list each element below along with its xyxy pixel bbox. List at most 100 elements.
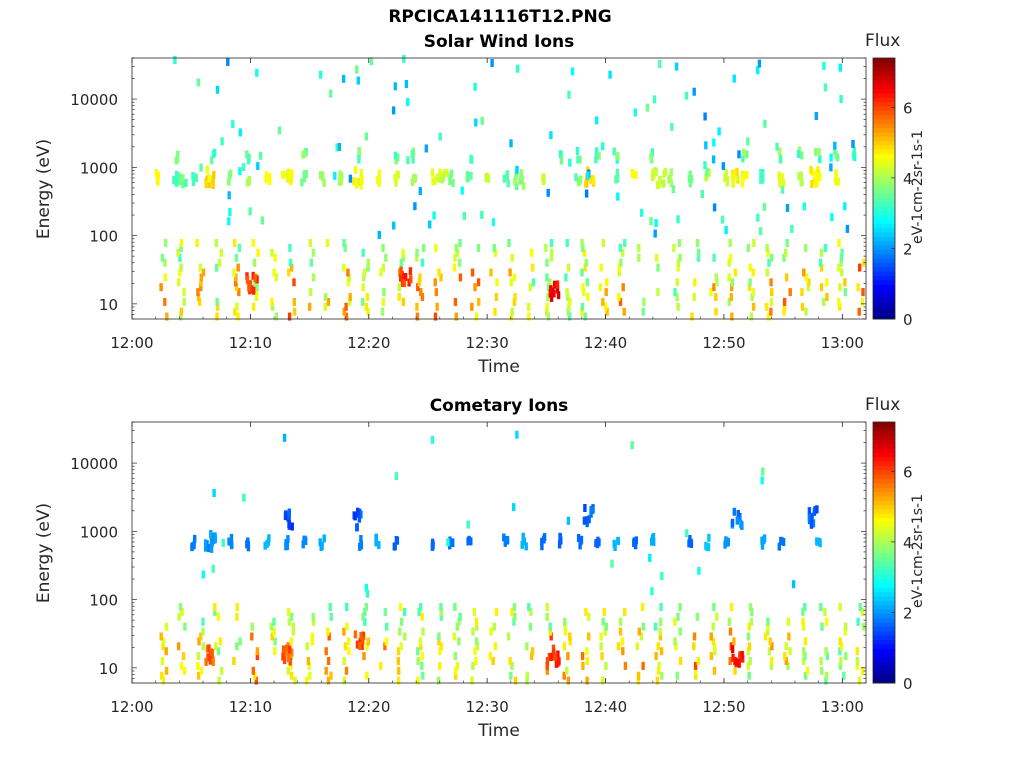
y-tick-label: 1000 <box>80 523 118 541</box>
data-cell <box>416 647 420 656</box>
data-cell <box>599 642 603 651</box>
data-cell <box>548 278 552 287</box>
data-cell <box>232 268 236 277</box>
data-cell <box>740 650 744 659</box>
data-cell <box>289 612 294 621</box>
data-cell <box>601 676 605 685</box>
data-cell <box>819 603 823 611</box>
data-cell <box>761 175 765 184</box>
data-cell <box>549 131 553 140</box>
data-cell <box>337 143 341 151</box>
data-cell <box>178 177 182 186</box>
cometary-panel: 12:00 12:10 12:20 12:30 12:40 12:50 13:00 10 100… <box>70 421 913 716</box>
colorbar-segment <box>873 669 895 675</box>
data-cell <box>342 627 346 636</box>
data-cell <box>594 147 599 156</box>
data-cell <box>595 540 600 549</box>
data-cell <box>595 116 599 125</box>
colorbar-tick-label: 0 <box>903 311 913 329</box>
data-cell <box>359 632 363 641</box>
colorbar-segment <box>873 314 895 320</box>
data-cell <box>563 627 568 636</box>
data-cell <box>439 603 443 611</box>
figure-title: RPCICA141116T12.PNG <box>388 7 612 27</box>
data-cell <box>580 239 584 247</box>
data-cell <box>196 293 201 301</box>
colorbar-segment <box>873 205 895 211</box>
data-cell <box>747 622 751 631</box>
data-cell <box>551 287 555 296</box>
data-cell <box>205 165 210 174</box>
data-cell <box>308 671 312 680</box>
data-cell <box>748 263 752 272</box>
y-tick-label: 100 <box>89 228 118 246</box>
data-cell <box>512 503 516 512</box>
data-cell <box>403 273 408 281</box>
data-cell <box>159 632 163 641</box>
data-cell <box>800 302 805 311</box>
data-cell <box>812 176 816 185</box>
colorbar-segment <box>873 596 895 601</box>
colorbar-segment <box>873 513 895 519</box>
data-cell <box>493 248 498 257</box>
data-cell <box>674 642 678 651</box>
data-cell <box>565 288 569 297</box>
data-cell <box>601 239 605 247</box>
colorbar-segment <box>873 482 895 488</box>
data-cell <box>210 156 214 165</box>
data-cell <box>191 178 196 187</box>
data-cell <box>272 627 276 636</box>
data-cell <box>254 288 259 297</box>
data-cell <box>633 108 637 117</box>
data-cell <box>344 666 349 675</box>
data-cell <box>545 666 549 675</box>
data-cell <box>323 302 327 311</box>
colorbar-segment <box>873 495 895 501</box>
data-cell <box>236 263 240 272</box>
data-cell <box>568 297 572 306</box>
colorbar-segment <box>873 430 895 436</box>
data-cell <box>838 647 842 656</box>
colorbar-segment <box>873 587 895 593</box>
data-cell <box>735 172 739 181</box>
data-cell <box>374 533 378 542</box>
data-cell <box>480 116 484 125</box>
data-cell <box>853 153 857 162</box>
data-cell <box>270 297 274 306</box>
data-cell <box>581 288 586 297</box>
data-cell <box>819 283 824 292</box>
data-cell <box>839 642 844 651</box>
data-cell <box>585 676 589 685</box>
data-cell <box>603 302 608 311</box>
data-cell <box>506 179 510 188</box>
data-cell <box>672 243 676 252</box>
data-cell <box>566 263 571 272</box>
data-cell <box>584 607 588 616</box>
data-cell <box>213 603 217 611</box>
data-cell <box>767 647 772 656</box>
data-cell <box>235 302 239 311</box>
data-cell <box>448 541 452 550</box>
data-cell <box>319 171 323 180</box>
data-cell <box>580 268 584 277</box>
data-cell <box>433 278 437 287</box>
data-cell <box>493 307 497 316</box>
data-cell <box>587 515 591 524</box>
data-cell <box>398 627 402 636</box>
colorbar-segment <box>873 643 895 649</box>
data-cell <box>746 647 750 656</box>
data-cell <box>196 288 200 297</box>
colorbar-segment <box>873 435 895 440</box>
data-cell <box>474 617 479 626</box>
data-cell <box>598 283 603 292</box>
data-cell <box>725 538 730 547</box>
colorbar-segment <box>873 305 895 311</box>
colorbar-segment <box>873 491 895 497</box>
data-cell <box>653 622 658 631</box>
data-cell <box>797 172 801 181</box>
data-cell <box>654 167 659 176</box>
colorbar-segment <box>873 456 895 462</box>
colorbar-segment <box>873 118 895 124</box>
data-cell <box>287 617 291 626</box>
data-cell <box>515 182 519 190</box>
